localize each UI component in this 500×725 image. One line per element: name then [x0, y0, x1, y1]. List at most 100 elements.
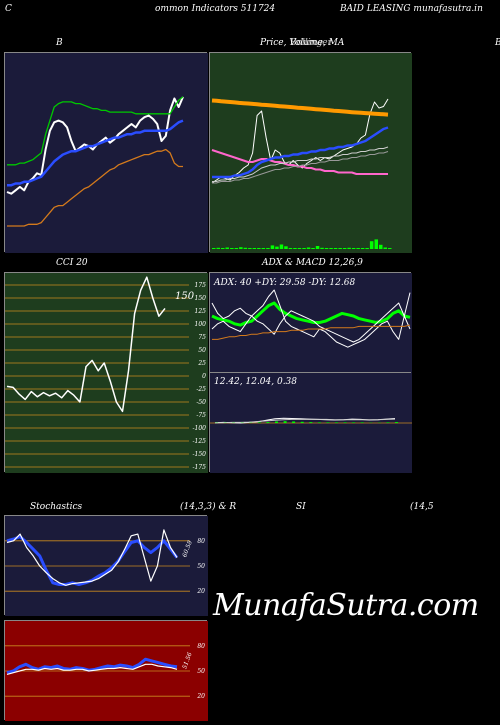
adx-adx_line-line: [212, 324, 411, 340]
bb-upper-line: [7, 96, 184, 166]
cci-last-value: 150: [175, 291, 195, 302]
volume-bar: [288, 248, 293, 249]
volume-bar: [347, 247, 351, 249]
macd-hist-bar: [352, 422, 356, 423]
volume-bar: [234, 248, 239, 249]
panel-background: [5, 53, 208, 253]
cci-tick-label: -50: [196, 399, 206, 406]
price-title: Price, Volume, MA: [260, 38, 345, 48]
volume-bar: [293, 248, 297, 249]
price-ma_blue-line: [212, 126, 389, 179]
price-ma_grey2-line: [212, 151, 389, 184]
macd-hist-bar: [326, 422, 330, 423]
adx-title: ADX: 40 +DY: 29.58 -DY: 12.68: [213, 278, 355, 288]
stochastic-tick-label: 50: [197, 563, 205, 570]
macd-signal-line: [215, 418, 396, 424]
volume-bar: [243, 247, 248, 249]
macd-hist-bar: [395, 422, 398, 423]
adx-minus_di-line: [211, 302, 411, 343]
volume-bar: [275, 246, 279, 249]
volume-bar: [329, 248, 333, 249]
bb-lower-line: [7, 148, 183, 227]
volume-bar: [388, 248, 392, 249]
panel-background: [5, 273, 208, 473]
volume-bar: [333, 248, 338, 249]
cci-tick-label: 75: [198, 334, 206, 341]
adx-panel: ADX: 40 +DY: 29.58 -DY: 12.68: [209, 272, 412, 373]
volume-bar: [279, 244, 284, 249]
cci-tick-label: -25: [196, 386, 206, 393]
price-ma_long-line: [211, 98, 389, 117]
stoch-param-title: (14,3,3) & R: [180, 502, 237, 512]
volume-bar: [252, 248, 257, 249]
stoch-title: Stochastics: [30, 502, 83, 512]
header-center: ommon Indicators 511724: [155, 4, 276, 14]
macd-hist-bar: [317, 422, 321, 423]
volume-bar: [315, 246, 320, 249]
volume-bar: [351, 248, 356, 249]
macd-hist-bar: [335, 422, 338, 423]
cci-tick-label: -125: [193, 438, 207, 445]
cci-tick-label: 125: [195, 308, 207, 315]
macd-hist-bar: [257, 422, 261, 423]
price-panel: [209, 52, 412, 253]
volume-bar: [365, 248, 369, 249]
cci-line: [6, 276, 166, 413]
volume-bar: [311, 248, 315, 249]
stochastic-k-line: [6, 535, 179, 586]
macd-hist-bar: [292, 421, 296, 423]
volume-bar: [225, 247, 229, 249]
cci-tick-label: -100: [193, 425, 207, 432]
cci-tick-label: 100: [195, 321, 207, 328]
rsi-panel: 80 50 20 51.56: [4, 620, 208, 721]
volume-bar: [338, 248, 342, 249]
header-right: BAID LEASING munafasutra.in: [340, 4, 483, 14]
volume-bar: [356, 248, 360, 249]
macd-hist-bar: [266, 422, 270, 423]
cci-tick-label: -175: [193, 464, 207, 471]
price-title-overlap: Bollinger: [290, 38, 332, 48]
volume-bar: [257, 248, 261, 249]
rsi-tick-label: 50: [197, 668, 205, 675]
volume-bar: [230, 248, 234, 249]
cci-tick-label: 175: [195, 282, 207, 289]
stochastic-panel: 80 50 20 60.58: [4, 515, 208, 616]
cci-tick-label: 50: [198, 347, 206, 354]
stochastic-tick-label: 80: [197, 538, 205, 545]
macd-hist-bar: [300, 421, 304, 423]
macd-hist-bar: [386, 422, 390, 423]
rsi-rsi-line: [6, 657, 178, 675]
volume-bar: [379, 244, 383, 249]
edge-title: B: [495, 38, 500, 48]
volume-bar: [369, 241, 374, 249]
cci-tick-label: 0: [202, 373, 206, 380]
bb-middle-line: [7, 119, 184, 187]
cci-tick-label: -150: [193, 451, 207, 458]
volume-bar: [261, 248, 266, 249]
volume-bar: [221, 248, 225, 249]
rsi-rsi_white-line: [6, 663, 178, 675]
volume-bar: [216, 247, 220, 249]
macd-hist-bar: [309, 422, 313, 423]
price-ma_grey1-line: [212, 146, 389, 182]
volume-bar: [248, 248, 252, 249]
adx-macd-title: ADX & MACD 12,26,9: [262, 258, 363, 268]
cci-tick-label: 25: [197, 360, 206, 367]
volume-bar: [212, 248, 216, 249]
volume-bar: [342, 248, 347, 249]
volume-bar: [383, 247, 387, 249]
bb-price-line: [6, 96, 184, 195]
volume-bar: [324, 248, 329, 249]
price-ma_mid-line: [211, 149, 388, 175]
watermark: MunafaSutra.com: [213, 588, 479, 623]
macd-panel: 12.42, 12.04, 0.38: [209, 372, 412, 473]
cci-panel: 175 150 125 100 75 50 25 0 -25 -50 -75 -100 -125 -150…: [4, 272, 208, 473]
bollinger-panel: [4, 52, 208, 253]
volume-bar: [239, 247, 243, 249]
macd-hist-bar: [275, 421, 278, 423]
volume-bar: [302, 248, 306, 249]
rsi-title: SI: [296, 502, 306, 512]
macd-hist-bar: [283, 421, 287, 423]
volume-bar: [306, 247, 311, 249]
cci-title: CCI 20: [56, 258, 88, 268]
